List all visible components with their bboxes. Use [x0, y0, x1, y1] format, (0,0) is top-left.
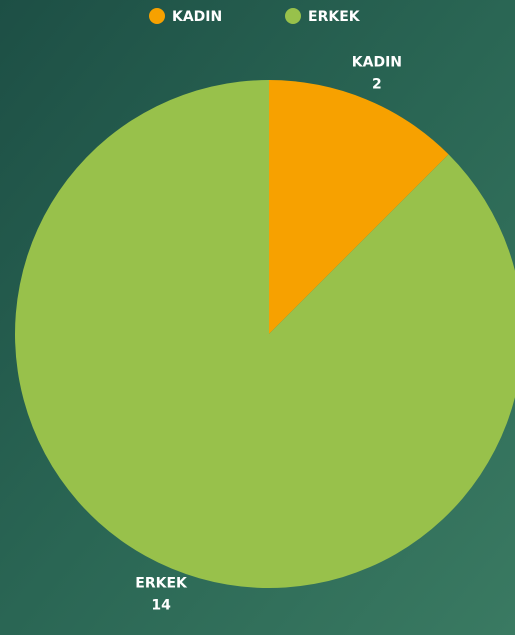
legend-label: KADIN — [172, 9, 222, 25]
slice-label-value: 14 — [151, 598, 171, 614]
legend-label: ERKEK — [308, 9, 361, 25]
legend: KADIN ERKEK — [149, 8, 361, 25]
legend-swatch — [285, 8, 301, 24]
pie — [15, 80, 515, 588]
pie-slice — [15, 80, 515, 588]
slice-label-value: 2 — [372, 76, 382, 92]
slice-label-name: ERKEK — [135, 576, 188, 592]
slice-label-name: KADIN — [352, 54, 402, 70]
slice-labels: KADIN 2 ERKEK 14 — [135, 54, 402, 613]
legend-swatch — [149, 8, 165, 24]
pie-slice — [269, 80, 449, 334]
